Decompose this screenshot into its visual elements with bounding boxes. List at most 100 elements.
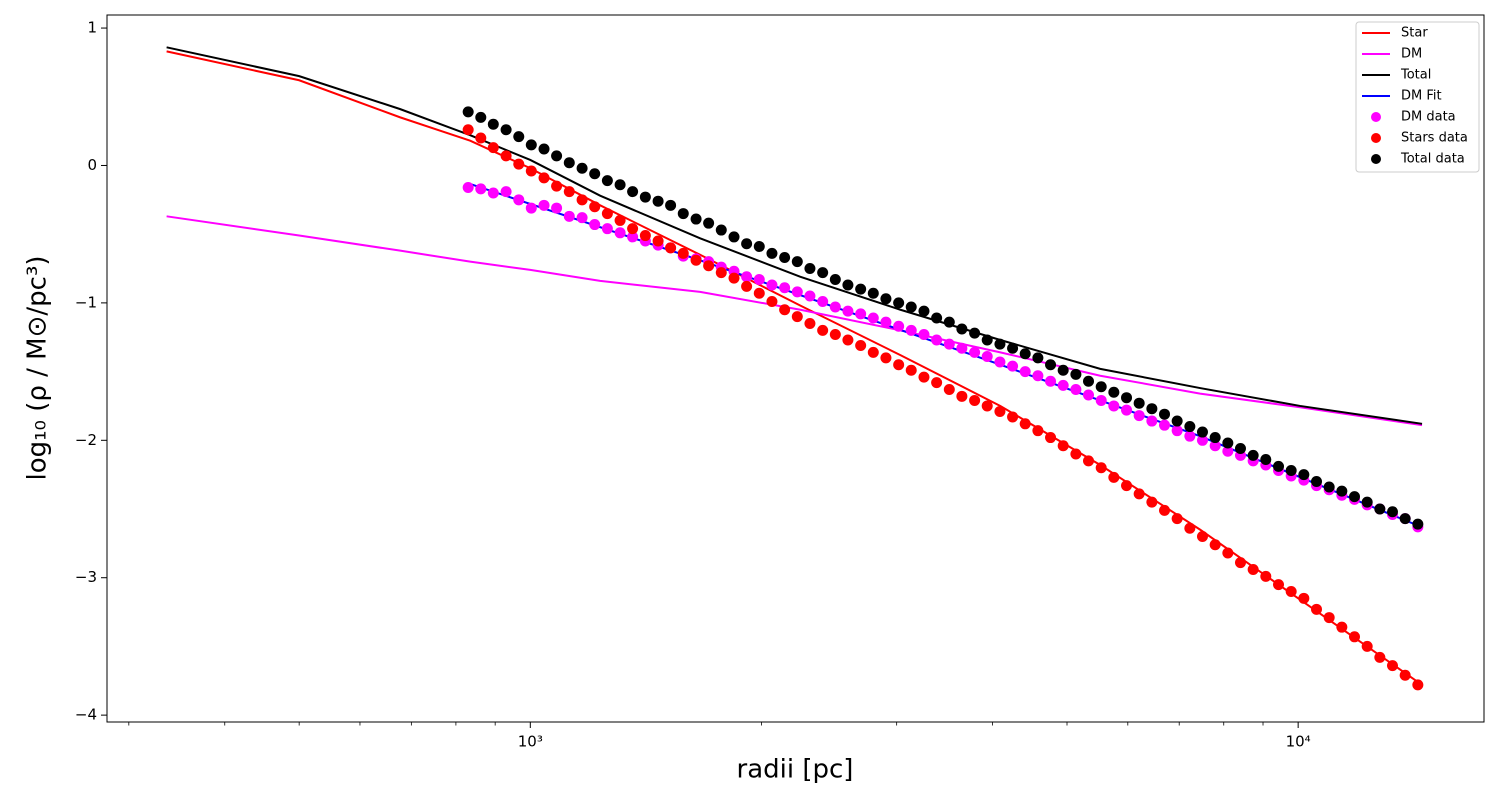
legend-label: Star <box>1401 26 1428 41</box>
data-point <box>1019 418 1031 430</box>
data-point <box>994 338 1006 350</box>
data-point <box>931 377 943 389</box>
y-tick-label: −3 <box>75 568 97 586</box>
data-point <box>576 194 588 206</box>
data-point <box>589 168 601 180</box>
data-point <box>1298 592 1310 604</box>
data-point <box>880 293 892 305</box>
data-point <box>627 223 639 235</box>
data-point <box>969 327 981 339</box>
data-point <box>1196 426 1208 438</box>
data-point <box>1146 415 1158 427</box>
data-point <box>918 305 930 317</box>
data-point <box>880 316 892 328</box>
data-point <box>1133 397 1145 409</box>
data-point <box>829 274 841 286</box>
data-point <box>1234 443 1246 455</box>
data-point <box>487 187 499 199</box>
data-point <box>614 227 626 239</box>
data-point <box>1361 640 1373 652</box>
legend-label: Stars data <box>1401 131 1468 146</box>
data-point <box>753 241 765 253</box>
data-point <box>538 199 550 211</box>
data-point <box>665 242 677 254</box>
data-point <box>1196 434 1208 446</box>
data-point <box>779 304 791 316</box>
data-point <box>1070 383 1082 395</box>
data-point <box>981 350 993 362</box>
data-point <box>1159 419 1171 431</box>
y-tick-label: 0 <box>87 156 97 174</box>
data-point <box>703 217 715 229</box>
legend-label: DM <box>1401 47 1422 62</box>
data-point <box>627 186 639 198</box>
data-point <box>1260 570 1272 582</box>
data-point <box>1083 389 1095 401</box>
data-point <box>804 290 816 302</box>
data-point <box>1007 342 1019 354</box>
data-point <box>652 195 664 207</box>
data-point <box>703 260 715 272</box>
legend-label: DM Fit <box>1401 89 1442 104</box>
data-point <box>652 235 664 247</box>
data-point <box>551 150 563 162</box>
y-tick-label: −2 <box>75 431 97 449</box>
data-point <box>918 371 930 383</box>
legend-label: DM data <box>1401 110 1456 125</box>
legend-label: Total data <box>1400 152 1465 167</box>
data-point <box>1121 404 1133 416</box>
data-point <box>1146 403 1158 415</box>
data-point <box>956 323 968 335</box>
data-point <box>1019 348 1031 360</box>
data-point <box>867 346 879 358</box>
data-point <box>817 324 829 336</box>
data-point <box>1247 449 1259 461</box>
data-point <box>1311 476 1323 488</box>
legend-label: Total <box>1400 68 1431 83</box>
data-point <box>1057 364 1069 376</box>
data-point <box>1007 411 1019 423</box>
data-point <box>842 279 854 291</box>
data-point <box>1222 547 1234 559</box>
data-point <box>462 124 474 136</box>
data-point <box>994 356 1006 368</box>
data-point <box>893 320 905 332</box>
data-point <box>741 280 753 292</box>
data-point <box>1146 496 1158 508</box>
data-point <box>943 338 955 350</box>
data-point <box>639 191 651 203</box>
data-point <box>1108 471 1120 483</box>
data-point <box>462 106 474 118</box>
data-point <box>563 157 575 169</box>
data-point <box>513 194 525 206</box>
data-point <box>525 202 537 214</box>
data-point <box>475 183 487 195</box>
data-point <box>677 208 689 220</box>
data-point <box>969 394 981 406</box>
data-point <box>1095 394 1107 406</box>
data-point <box>1323 612 1335 624</box>
data-point <box>779 282 791 294</box>
series-line <box>166 46 1423 425</box>
data-point <box>538 143 550 155</box>
data-point <box>1374 651 1386 663</box>
data-point <box>1032 370 1044 382</box>
data-point <box>791 256 803 268</box>
data-point <box>475 111 487 123</box>
data-point <box>1032 425 1044 437</box>
data-point <box>905 324 917 336</box>
y-axis-label: log₁₀ (ρ / M⊙/pc³) <box>23 255 53 480</box>
data-point <box>1133 488 1145 500</box>
data-point <box>1336 485 1348 497</box>
x-tick-label: 10⁴ <box>1286 733 1311 751</box>
data-point <box>1121 480 1133 492</box>
data-point <box>563 186 575 198</box>
data-point <box>842 334 854 346</box>
y-tick-label: −4 <box>75 706 97 724</box>
data-point <box>1285 585 1297 597</box>
data-point <box>880 352 892 364</box>
data-point <box>1399 513 1411 525</box>
data-point <box>1298 469 1310 481</box>
data-point <box>551 202 563 214</box>
